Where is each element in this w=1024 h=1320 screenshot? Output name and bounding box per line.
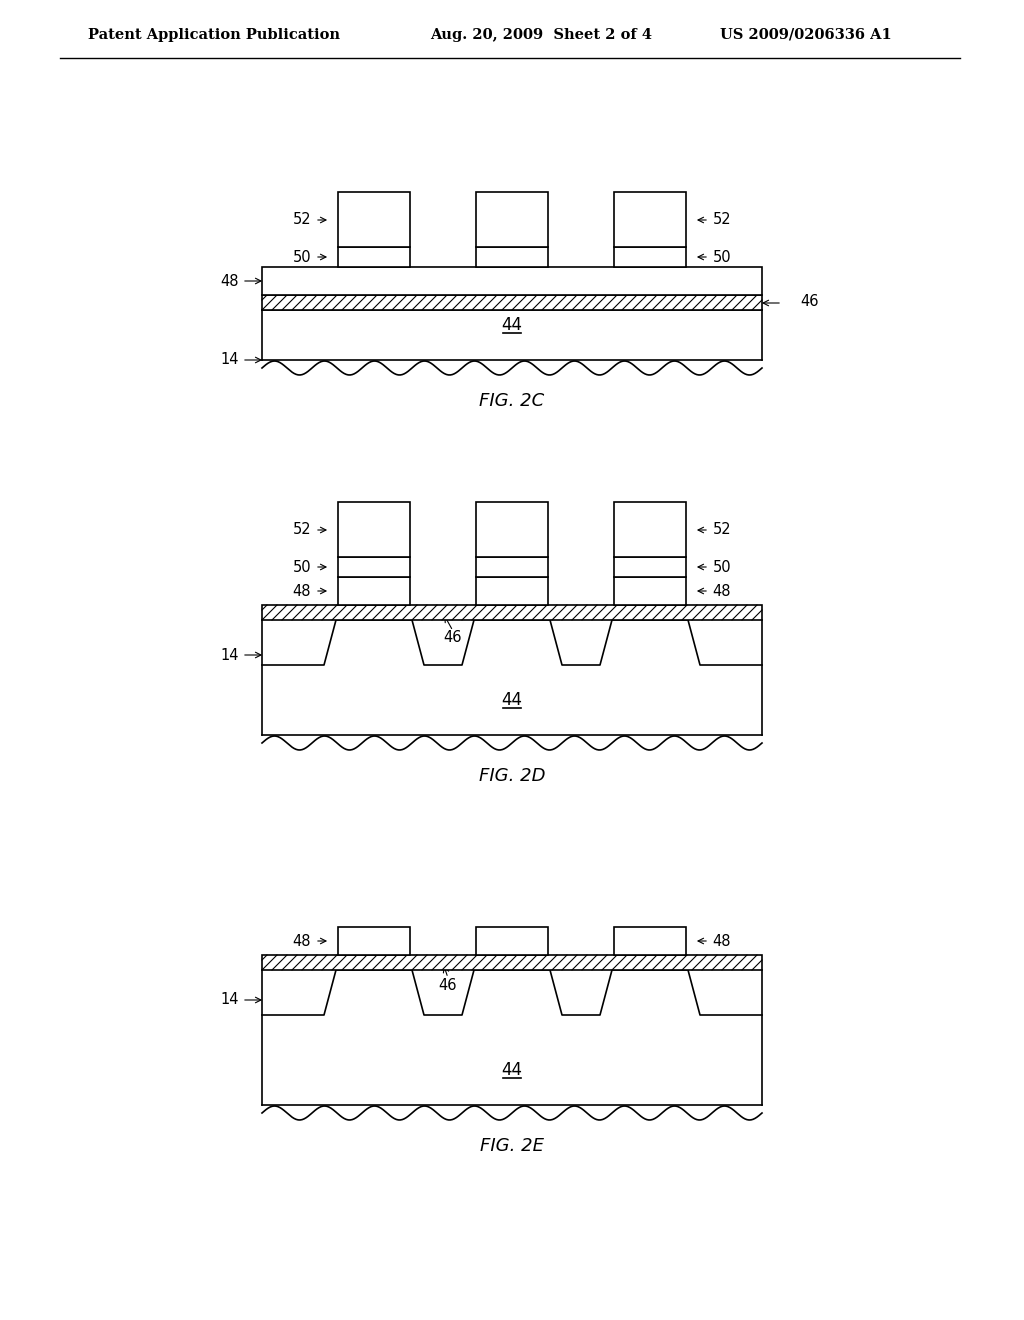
Bar	[476, 577, 548, 605]
Text: 50: 50	[293, 560, 311, 574]
Text: 46: 46	[438, 978, 458, 993]
Text: 52: 52	[713, 523, 731, 537]
Text: 44: 44	[502, 1061, 522, 1078]
Text: 48: 48	[713, 933, 731, 949]
Polygon shape	[262, 620, 762, 735]
Text: 48: 48	[221, 273, 240, 289]
Text: 14: 14	[221, 993, 240, 1007]
Bar	[476, 927, 548, 954]
Text: Aug. 20, 2009  Sheet 2 of 4: Aug. 20, 2009 Sheet 2 of 4	[430, 28, 652, 42]
Text: 52: 52	[713, 213, 731, 227]
Bar	[338, 502, 410, 557]
Bar	[476, 502, 548, 557]
Bar	[262, 954, 762, 970]
Bar	[262, 267, 762, 294]
Bar	[338, 191, 410, 247]
Polygon shape	[262, 970, 762, 1105]
Bar	[338, 577, 410, 605]
Bar	[262, 294, 762, 310]
Bar	[614, 502, 686, 557]
Text: FIG. 2C: FIG. 2C	[479, 392, 545, 411]
Text: 44: 44	[502, 690, 522, 709]
Bar	[614, 577, 686, 605]
Text: 52: 52	[293, 213, 311, 227]
Text: 50: 50	[713, 249, 731, 264]
Text: Patent Application Publication: Patent Application Publication	[88, 28, 340, 42]
Bar	[614, 557, 686, 577]
Text: 50: 50	[293, 249, 311, 264]
Bar	[476, 247, 548, 267]
Text: 46: 46	[443, 631, 462, 645]
Bar	[614, 247, 686, 267]
Bar	[338, 927, 410, 954]
Text: US 2009/0206336 A1: US 2009/0206336 A1	[720, 28, 892, 42]
Text: FIG. 2E: FIG. 2E	[480, 1137, 544, 1155]
Text: 52: 52	[293, 523, 311, 537]
Text: 50: 50	[713, 560, 731, 574]
Text: 14: 14	[221, 352, 240, 367]
Text: 48: 48	[293, 933, 311, 949]
Bar	[614, 191, 686, 247]
Bar	[338, 247, 410, 267]
Text: 46: 46	[800, 293, 818, 309]
Bar	[614, 927, 686, 954]
Polygon shape	[262, 310, 762, 360]
Text: 48: 48	[713, 583, 731, 598]
Text: 48: 48	[293, 583, 311, 598]
Text: 44: 44	[502, 315, 522, 334]
Text: 14: 14	[221, 648, 240, 663]
Bar	[338, 557, 410, 577]
Bar	[476, 557, 548, 577]
Bar	[476, 191, 548, 247]
Bar	[262, 605, 762, 620]
Text: FIG. 2D: FIG. 2D	[479, 767, 545, 785]
